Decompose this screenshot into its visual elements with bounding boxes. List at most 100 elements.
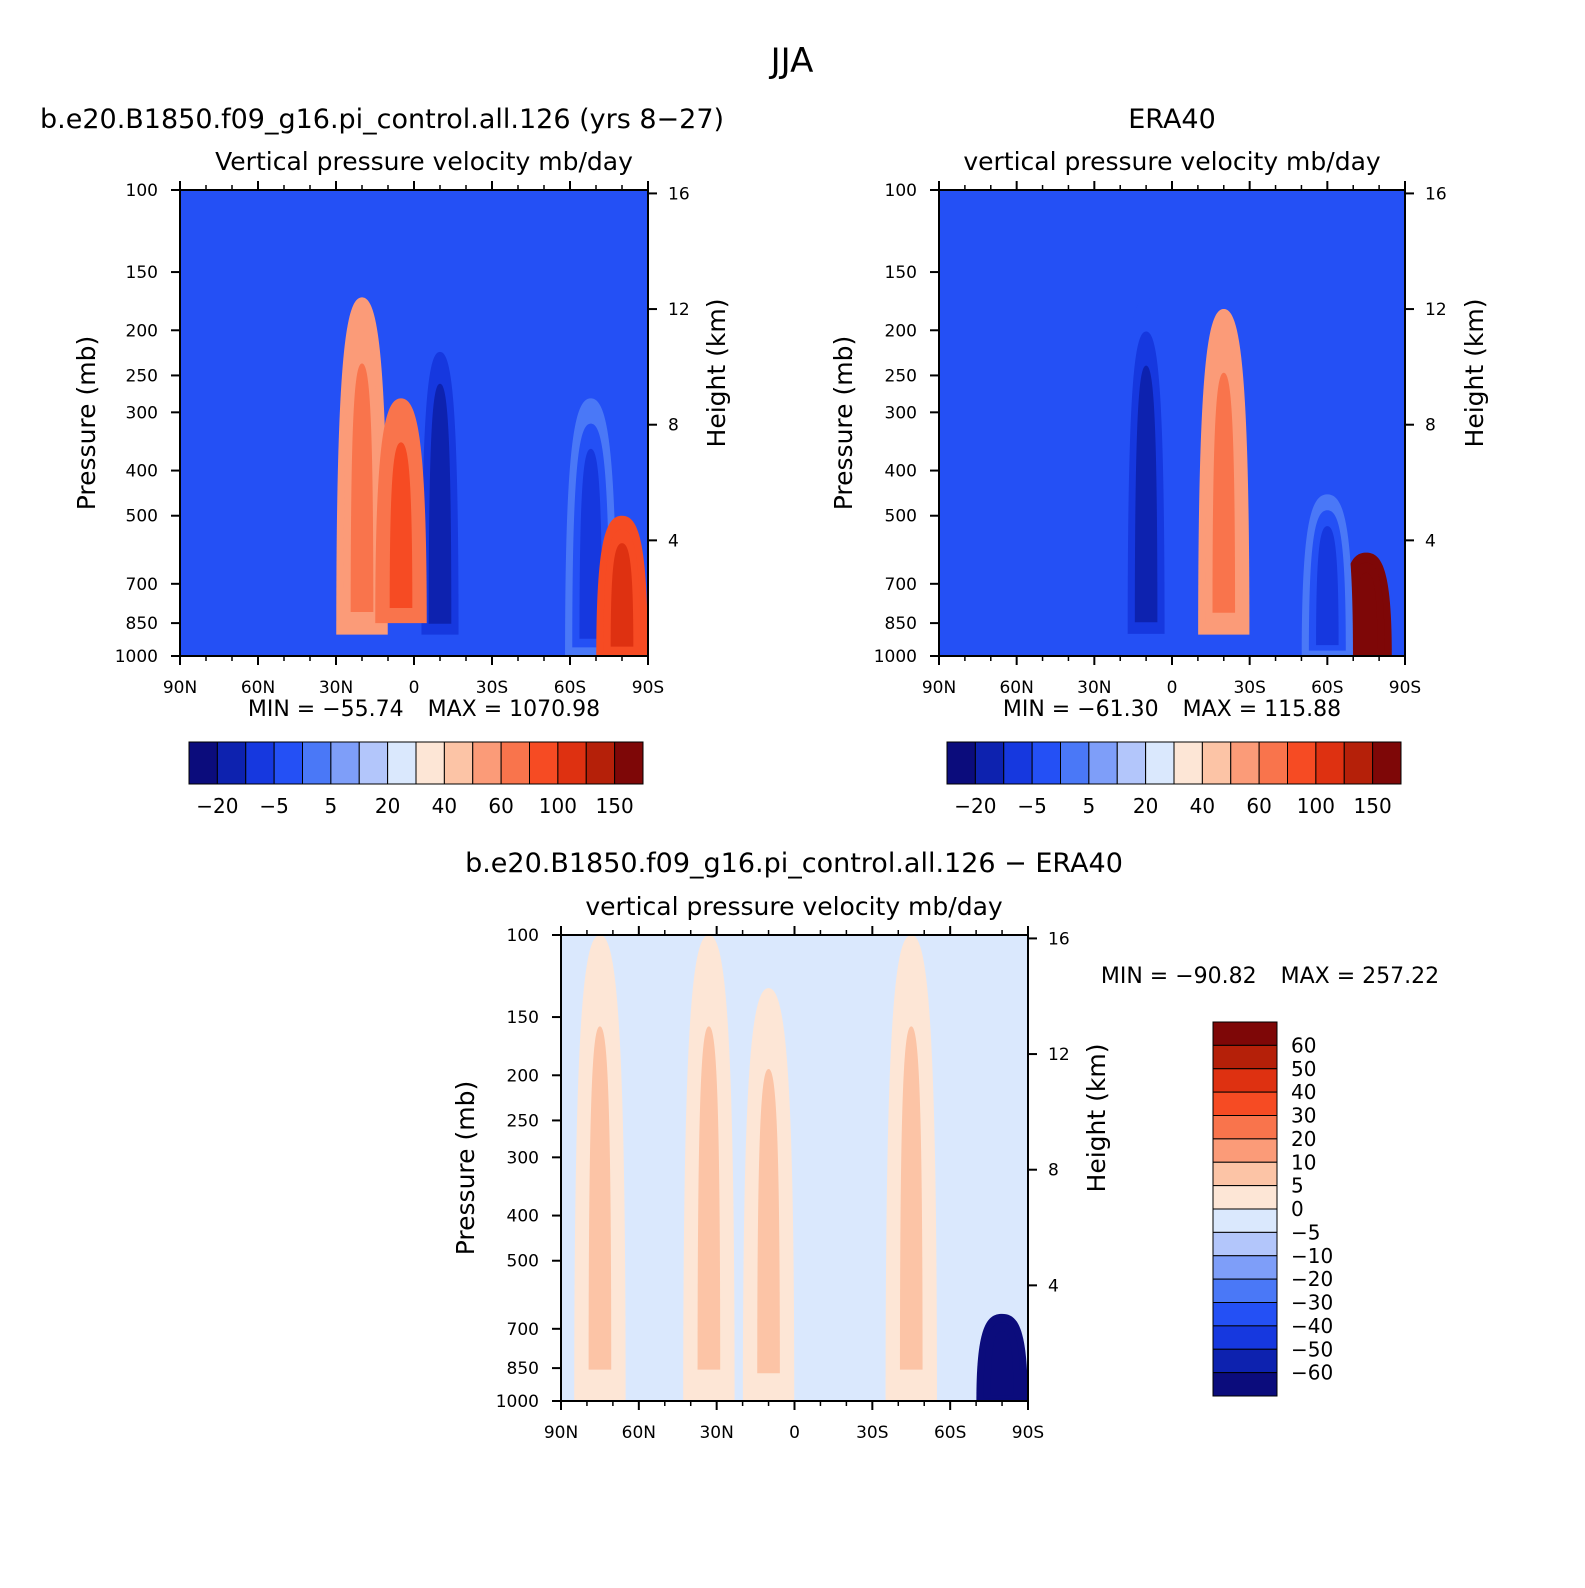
colorbar-box xyxy=(1003,741,1033,785)
y-tick-label: 1000 xyxy=(115,647,158,667)
x-tick-label: 30N xyxy=(1077,678,1111,698)
y-tick-label: 300 xyxy=(885,403,917,423)
colorbar-label: 30 xyxy=(1291,1104,1316,1128)
figure-title: JJA xyxy=(769,41,814,81)
y-tick-label: 850 xyxy=(885,614,917,634)
x-tick-label: 0 xyxy=(789,1423,800,1443)
panel-2: ERA40 vertical pressure velocity mb/day 90… xyxy=(829,104,1489,818)
colorbar-label: 20 xyxy=(1291,1127,1316,1151)
panel-1: b.e20.B1850.f09_g16.pi_control.all.126 (… xyxy=(40,104,731,818)
x-tick-label: 90N xyxy=(922,678,956,698)
x-tick-label: 30S xyxy=(856,1423,888,1443)
colorbar-box xyxy=(188,741,218,785)
y-tick-label: 250 xyxy=(126,366,158,386)
colorbar-label: −5 xyxy=(259,794,288,818)
colorbar-box xyxy=(529,741,559,785)
colorbar-label: 60 xyxy=(1291,1033,1316,1057)
field-feature-2-level-3 xyxy=(1212,372,1236,613)
colorbar-box xyxy=(1212,1255,1278,1280)
y-tick-label: 700 xyxy=(507,1320,539,1340)
y-tick-label: 500 xyxy=(126,507,158,527)
colorbar-label: −30 xyxy=(1291,1291,1333,1315)
y-tick-label: 1000 xyxy=(496,1392,539,1412)
colorbar-box xyxy=(1212,1231,1278,1257)
field-feature-2-level-3 xyxy=(350,363,374,613)
max-value: MAX = 257.22 xyxy=(1281,964,1440,989)
min-value: MIN = −61.30 xyxy=(1003,697,1159,722)
max-value: MAX = 1070.98 xyxy=(428,697,601,722)
panel-title: b.e20.B1850.f09_g16.pi_control.all.126 (… xyxy=(40,104,724,135)
colorbar-box xyxy=(1116,741,1147,785)
x-tick-label: 90N xyxy=(544,1423,578,1443)
colorbar-box xyxy=(1212,1161,1278,1187)
y2-tick-label: 12 xyxy=(1048,1045,1070,1065)
field-feature-5-level-3 xyxy=(610,543,634,647)
colorbar-box xyxy=(1372,741,1402,785)
colorbar-box xyxy=(974,741,1005,785)
x-tick-label: 30S xyxy=(1233,678,1265,698)
colorbar-box xyxy=(1212,1302,1278,1327)
colorbar-label: 20 xyxy=(1133,794,1158,818)
y-axis-label: Pressure (mb) xyxy=(72,336,101,510)
panel-title: b.e20.B1850.f09_g16.pi_control.all.126 −… xyxy=(465,848,1123,879)
panel-subtitle: vertical pressure velocity mb/day xyxy=(963,147,1381,176)
max-value: MAX = 115.88 xyxy=(1183,697,1342,722)
colorbar-box xyxy=(1212,1278,1278,1303)
y-tick-label: 850 xyxy=(126,614,158,634)
colorbar-label: 5 xyxy=(1083,794,1096,818)
y2-axis-label: Height (km) xyxy=(702,299,731,448)
y-tick-label: 250 xyxy=(885,366,917,386)
colorbar-label: 20 xyxy=(375,794,400,818)
panel-subtitle: Vertical pressure velocity mb/day xyxy=(215,147,633,176)
colorbar-box xyxy=(273,741,303,785)
y2-tick-label: 12 xyxy=(1425,300,1447,320)
x-tick-label: 60S xyxy=(1311,678,1343,698)
field-background xyxy=(561,935,1028,1401)
y-tick-label: 200 xyxy=(885,321,917,341)
colorbar: −20 −5 5 20 40 60 100 150 xyxy=(188,741,644,818)
colorbar-label: −20 xyxy=(1291,1267,1333,1291)
y2-tick-label: 4 xyxy=(668,531,679,551)
y2-axis-label: Height (km) xyxy=(1460,299,1489,448)
colorbar-box xyxy=(1315,741,1345,785)
y-tick-label: 500 xyxy=(507,1252,539,1272)
colorbar-label: −50 xyxy=(1291,1337,1333,1361)
colorbar-label: −60 xyxy=(1291,1361,1333,1385)
panel-3: b.e20.B1850.f09_g16.pi_control.all.126 −… xyxy=(451,848,1439,1443)
colorbar-box xyxy=(1212,1138,1278,1163)
colorbar-box xyxy=(1212,1091,1278,1116)
colorbar-box xyxy=(1201,741,1232,785)
y2-tick-label: 8 xyxy=(1425,416,1436,436)
y-tick-label: 700 xyxy=(885,575,917,595)
x-tick-label: 30N xyxy=(319,678,353,698)
colorbar-box xyxy=(1060,741,1090,785)
colorbar-box xyxy=(1230,741,1260,785)
colorbar-box xyxy=(443,741,474,785)
colorbar-box xyxy=(387,741,417,785)
colorbar-label: −10 xyxy=(1291,1244,1333,1268)
x-tick-label: 90N xyxy=(163,678,197,698)
field-feature-1-level-3 xyxy=(588,1026,612,1370)
colorbar-box xyxy=(1212,1348,1278,1374)
x-tick-label: 60N xyxy=(622,1423,656,1443)
colorbar-box xyxy=(614,741,644,785)
colorbar-box xyxy=(1212,1208,1278,1233)
y2-tick-label: 8 xyxy=(1048,1161,1059,1181)
colorbar-label: 100 xyxy=(1297,794,1335,818)
colorbar-box xyxy=(330,741,360,785)
colorbar-label: 10 xyxy=(1291,1150,1316,1174)
x-tick-label: 90S xyxy=(632,678,664,698)
y2-tick-label: 16 xyxy=(1048,929,1070,949)
field-feature-4-level-3 xyxy=(899,1026,923,1370)
x-tick-label: 60S xyxy=(554,678,586,698)
y-tick-label: 200 xyxy=(126,321,158,341)
colorbar-box xyxy=(585,741,616,785)
x-tick-label: 30N xyxy=(699,1423,733,1443)
colorbar-box xyxy=(1145,741,1175,785)
colorbar: −20 −5 5 20 40 60 100 150 xyxy=(946,741,1402,818)
y-tick-label: 100 xyxy=(126,181,158,201)
colorbar-box xyxy=(1212,1021,1278,1046)
colorbar-box xyxy=(946,741,976,785)
colorbar-box xyxy=(302,741,332,785)
